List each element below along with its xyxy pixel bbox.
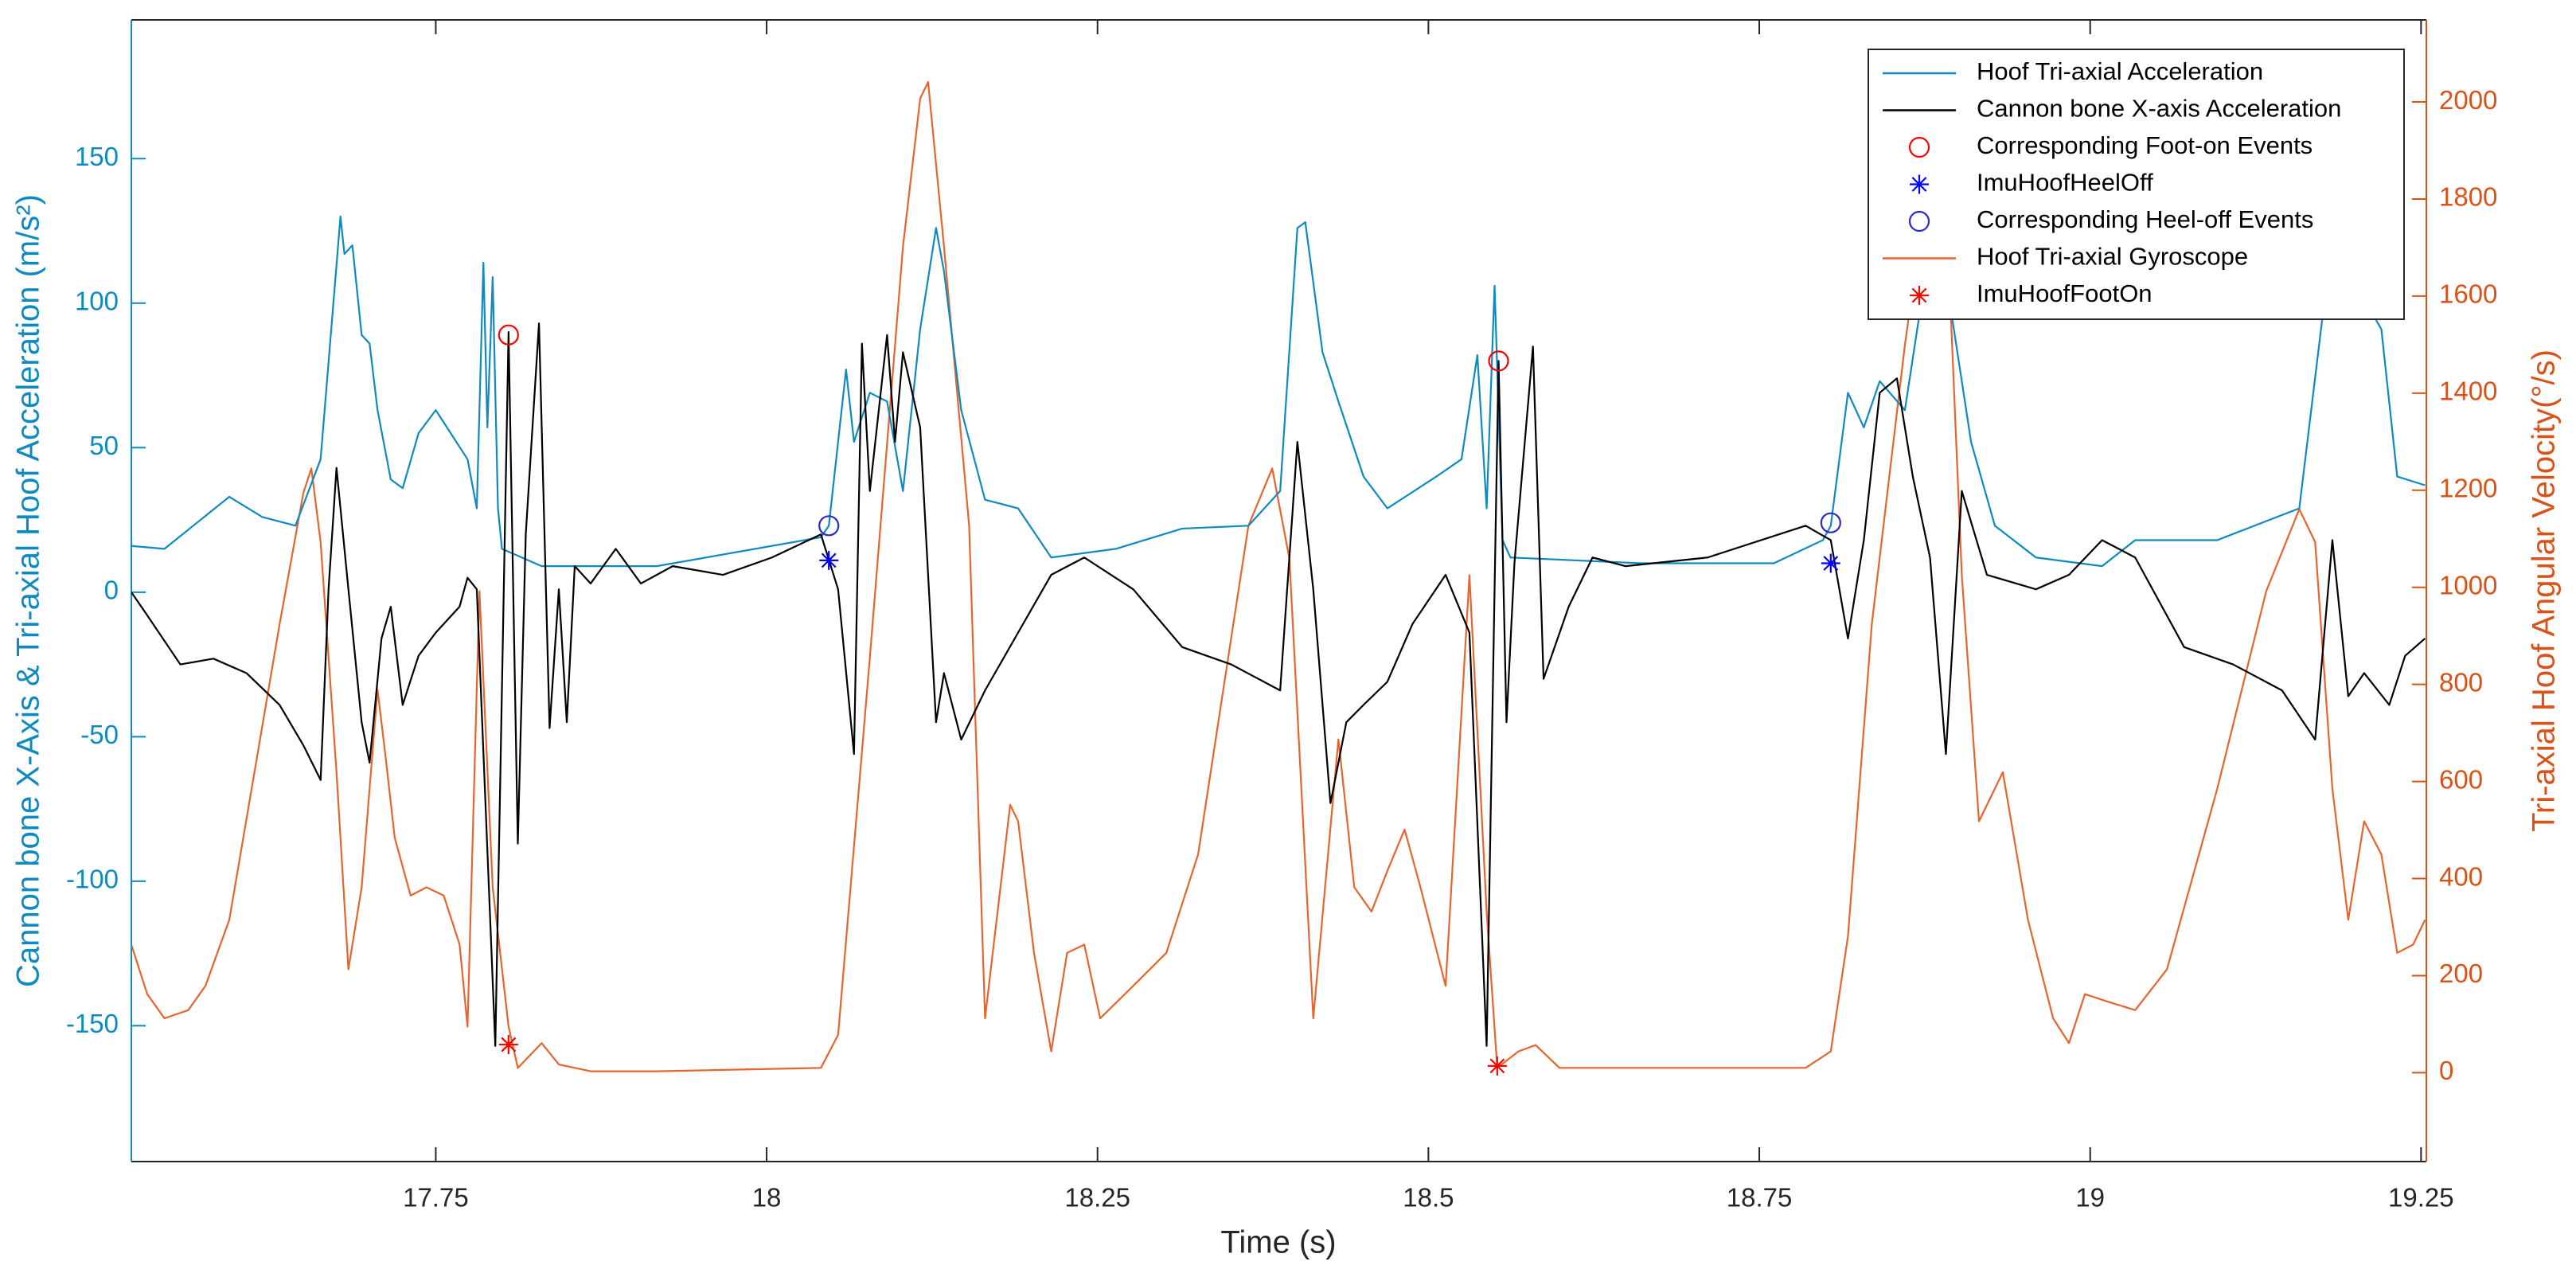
legend-label: Cannon bone X-axis Acceleration <box>1977 95 2341 123</box>
x-tick-label: 18.25 <box>1064 1183 1130 1213</box>
data-point <box>1488 350 1509 372</box>
legend-label: Corresponding Foot-on Events <box>1977 131 2313 159</box>
y2-tick-label: 1000 <box>2439 570 2497 599</box>
legend-label: Hoof Tri-axial Gyroscope <box>1977 243 2248 271</box>
y2-tick-label: 800 <box>2439 667 2483 697</box>
data-point <box>1821 553 1840 573</box>
legend-box <box>1868 49 2405 320</box>
legend-swatch <box>1910 286 1929 305</box>
x-tick-label: 19 <box>2075 1183 2105 1213</box>
data-point <box>818 515 840 537</box>
legend-swatch <box>1910 174 1929 194</box>
x-axis-label: Time (s) <box>1220 1225 1336 1260</box>
legend: Hoof Tri-axial Acceleration Cannon bone X… <box>1868 49 2405 320</box>
y2-tick-label: 1200 <box>2439 474 2497 503</box>
data-point <box>498 1035 518 1055</box>
y-tick-label: 50 <box>89 431 119 460</box>
data-point <box>819 550 839 570</box>
y2-tick-label: 1400 <box>2439 377 2497 406</box>
legend-label: Hoof Tri-axial Acceleration <box>1977 57 2263 85</box>
y-tick-label: -50 <box>80 720 119 749</box>
y2-tick-label: 2000 <box>2439 85 2497 115</box>
y2-tick-label: 1800 <box>2439 182 2497 212</box>
y-tick-label: 150 <box>75 142 119 171</box>
data-line <box>131 80 2426 1072</box>
y-tick-label: 100 <box>75 286 119 315</box>
legend-swatch <box>1908 136 1930 158</box>
y2-tick-label: 1600 <box>2439 279 2497 309</box>
y-tick-label: -100 <box>66 865 119 894</box>
x-tick-label: 19.25 <box>2388 1183 2454 1213</box>
x-tick-label: 18.75 <box>1727 1183 1793 1213</box>
legend-label: ImuHoofHeelOff <box>1977 169 2153 197</box>
y-axis-label: Cannon bone X-Axis & Tri-axial Hoof Acce… <box>11 194 46 987</box>
data-point <box>1487 1056 1507 1076</box>
x-tick-label: 18.5 <box>1403 1183 1454 1213</box>
data-line <box>131 322 2426 1047</box>
y2-tick-label: 200 <box>2439 959 2483 988</box>
x-tick-label: 17.75 <box>403 1183 469 1213</box>
y-tick-label: 0 <box>104 576 119 605</box>
data-point <box>498 324 519 346</box>
data-point <box>1820 512 1841 533</box>
x-tick-label: 18 <box>752 1183 782 1213</box>
y2-axis-label: Tri-axial Hoof Angular Velocity(°/s) <box>2527 350 2562 832</box>
y-tick-label: -150 <box>66 1009 119 1038</box>
legend-swatch <box>1908 210 1930 232</box>
legend-label: Corresponding Heel-off Events <box>1977 205 2313 233</box>
y2-tick-label: 400 <box>2439 861 2483 891</box>
legend-label: ImuHoofFootOn <box>1977 279 2153 307</box>
y2-tick-label: 0 <box>2439 1056 2453 1085</box>
y2-tick-label: 600 <box>2439 764 2483 794</box>
